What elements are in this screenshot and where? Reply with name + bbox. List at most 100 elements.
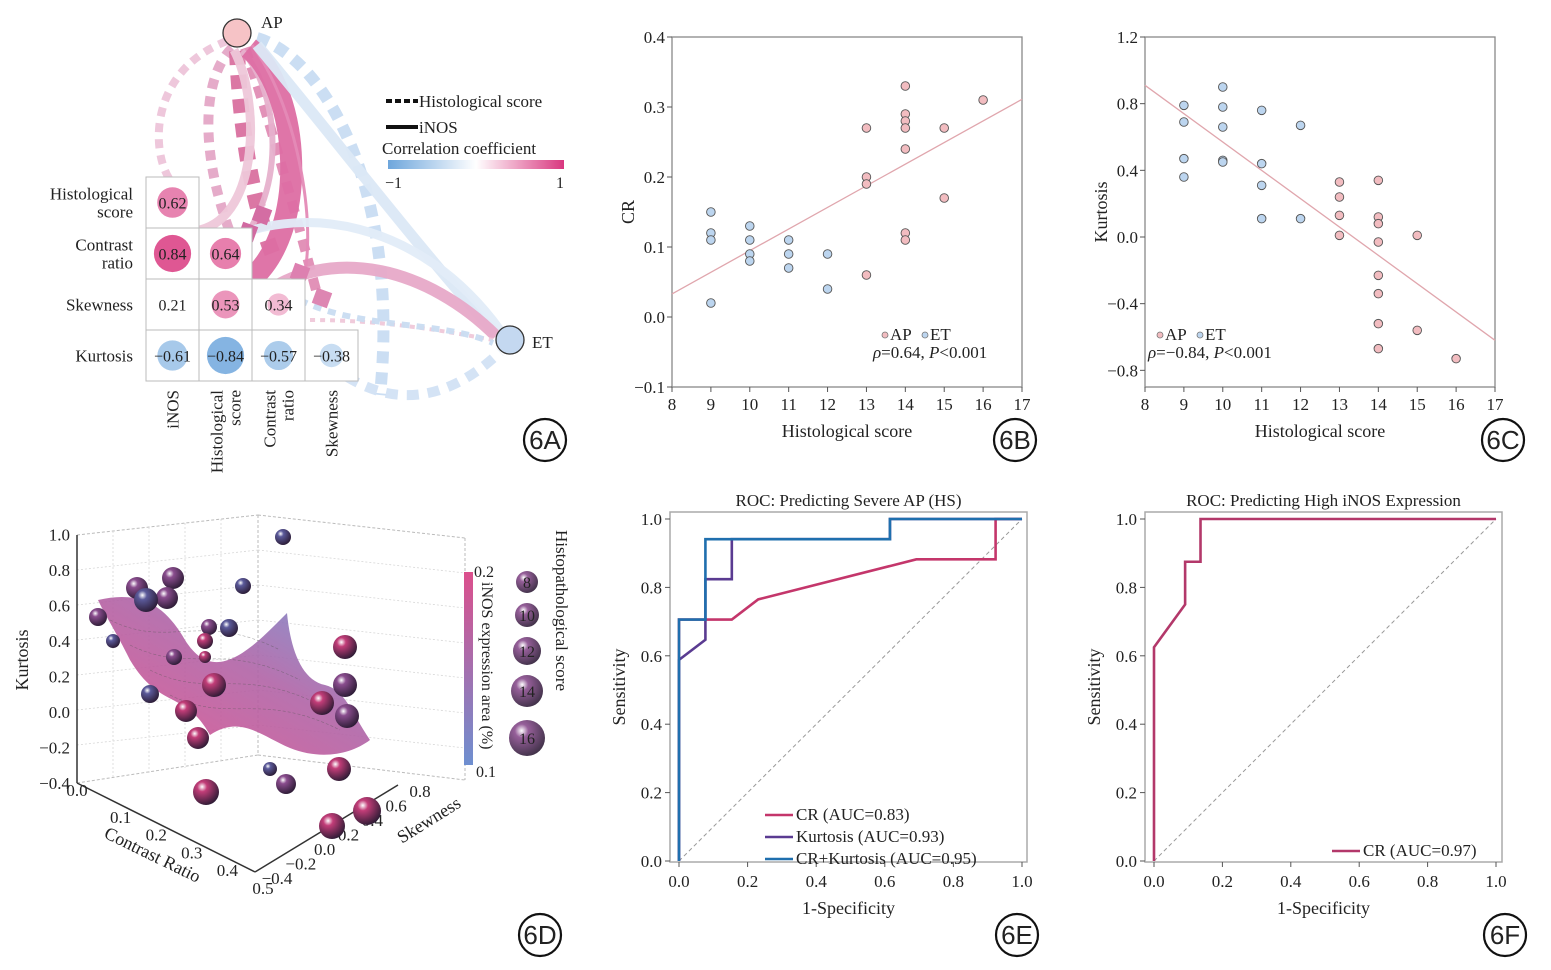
legend: Histological score iNOS Correlation coeffi… — [382, 92, 564, 192]
x-tick-label: 11 — [1253, 395, 1269, 414]
kurtosis-scatter-chart: 8 9 10 11 12 13 14 15 16 17 −0.8 −0.4 0.0 0.4 0.8 1.2 Hi… — [1091, 28, 1526, 463]
histological-score-edge — [309, 318, 494, 342]
matrix-circle — [211, 290, 240, 319]
row-label-line: ratio — [102, 254, 133, 273]
column-label: Histologicalscore — [208, 390, 245, 473]
x-tick-label: 0.5 — [252, 879, 273, 898]
data-point-et — [1179, 117, 1189, 127]
data-sphere — [319, 813, 345, 839]
legend-label: CR+Kurtosis (AUC=0.95) — [796, 849, 977, 868]
matrix-circle — [157, 340, 188, 371]
column-label-line: ratio — [279, 390, 298, 421]
panel-badge-circle — [522, 417, 568, 463]
data-sphere — [220, 619, 238, 637]
x-tick-label: 16 — [1448, 395, 1465, 414]
correlation-matrix: 0.62 0.84 0.64 0.21 0.53 0.34 −0.61 −0.84 −0.57−… — [145, 176, 359, 382]
data-sphere — [197, 633, 213, 649]
y-tick-label: 1.2 — [1117, 28, 1138, 47]
node-ap-label: AP — [261, 13, 283, 32]
column-label-line: Contrast — [261, 390, 280, 448]
data-point-ap — [900, 123, 911, 133]
legend-et-marker — [921, 331, 929, 339]
y-tick-label: 0.0 — [1116, 852, 1137, 871]
panel-6a: AP ET 0.62 0.84 0.64 0.21 0.53 0.34 −0.61 −0.84 −0… — [0, 0, 600, 480]
y-tick-label: 0.4 — [641, 715, 663, 734]
matrix-circle — [206, 336, 245, 375]
x-tick-label: 14 — [1370, 395, 1388, 414]
data-point-ap — [1412, 325, 1422, 336]
plot-frame — [669, 511, 1028, 863]
x-tick-label: 15 — [1409, 395, 1426, 414]
size-legend-label: 10 — [519, 608, 535, 625]
data-point-et — [783, 235, 794, 245]
panel-badge-label: 6A — [529, 425, 561, 455]
y-tick-label: 0.4 — [1116, 715, 1138, 734]
chart-title: ROC: Predicting High iNOS Expression — [1186, 491, 1461, 510]
data-point-ap — [1373, 175, 1384, 186]
matrix-value: 0.84 — [159, 247, 187, 264]
x-tick-label: 14 — [897, 395, 915, 414]
matrix-value: −0.57 — [260, 349, 297, 366]
data-sphere — [134, 588, 158, 612]
x-tick-label: 0.0 — [1143, 872, 1164, 891]
row-label: Contrast ratio — [75, 236, 133, 273]
x-tick-label: 0.0 — [66, 781, 87, 800]
panel-6d: −0.4 −0.2 0.0 0.2 0.4 0.6 0.8 1.0 0.0 0.1 0.2 0.3 0.… — [0, 480, 600, 965]
x-tick-label: 1.0 — [1011, 872, 1032, 891]
legend-ap-marker — [1156, 331, 1164, 339]
x-tick-label: 13 — [1331, 395, 1348, 414]
stat-p-label: P — [1213, 343, 1224, 362]
legend-label: CR (AUC=0.97) — [1363, 841, 1476, 860]
row-label-line: Skewness — [66, 296, 133, 315]
matrix-circle — [267, 293, 290, 316]
row-label-line: Kurtosis — [75, 347, 133, 366]
stat-rho-value: =−0.84, — [1156, 343, 1213, 362]
data-sphere — [310, 691, 334, 715]
y-axis-label: Sensitivity — [1084, 648, 1104, 725]
data-sphere — [141, 685, 159, 703]
x-axis-label: 1-Specificity — [802, 898, 895, 918]
matrix-circle — [263, 340, 294, 371]
row-label-line: Contrast — [75, 236, 133, 255]
panel-badge-label: 6E — [1001, 920, 1033, 950]
matrix-value: 0.64 — [212, 247, 240, 264]
data-point-ap — [1373, 270, 1384, 281]
colorbar — [388, 160, 564, 169]
data-sphere — [276, 774, 296, 794]
colorbar-min-label: −1 — [385, 175, 402, 192]
inos-edge — [198, 47, 255, 235]
correlation-network-chart: AP ET 0.62 0.84 0.64 0.21 0.53 0.34 −0.61 −0.84 −0… — [50, 13, 568, 473]
x-tick-label: 9 — [1180, 395, 1189, 414]
panel-badge-circle — [992, 417, 1038, 463]
grid-line — [76, 549, 259, 571]
x-tick-label: 11 — [780, 395, 796, 414]
z-tick-label: 1.0 — [49, 526, 70, 545]
panel-6b: 8 9 10 11 12 13 14 15 16 17 −0.1 0.0 0.1 0.2 0.3 0.4 His… — [600, 0, 1060, 470]
data-point-ap — [939, 193, 949, 203]
data-point-ap — [861, 179, 872, 189]
data-point-ap — [900, 235, 911, 245]
panel-badge-label: 6F — [1490, 920, 1520, 950]
data-point-et — [1256, 180, 1267, 191]
data-sphere — [263, 762, 277, 776]
matrix-circle — [319, 343, 344, 368]
y-tick-label: 0.4 — [1117, 161, 1139, 180]
data-point-et — [745, 235, 755, 245]
x-tick-label: 0.4 — [1280, 872, 1302, 891]
chart-title: ROC: Predicting Severe AP (HS) — [735, 491, 961, 510]
panel-6e: ROC: Predicting Severe AP (HS) 0.0 0.2 0.4 0… — [600, 480, 1060, 965]
stat-rho-symbol: ρ — [872, 343, 881, 362]
y-tick-label: 0.6 — [386, 797, 407, 816]
panel-6c: 8 9 10 11 12 13 14 15 16 17 −0.8 −0.4 0.0 0.4 0.8 1.2 Hi… — [1070, 0, 1551, 470]
y-tick-label: 1.0 — [1116, 510, 1137, 529]
z-tick-label: −0.4 — [39, 774, 70, 793]
size-legend-title: Histopathological score — [552, 530, 571, 691]
z-tick-label: 0.2 — [49, 668, 70, 687]
x-axis — [76, 782, 256, 873]
x-tick-label: 0.2 — [737, 872, 758, 891]
x-tick-label: 13 — [858, 395, 875, 414]
y-tick-label: 0.3 — [644, 98, 665, 117]
y-tick-label: 0.8 — [1116, 578, 1137, 597]
size-legend-label: 16 — [519, 731, 535, 748]
data-point-et — [1295, 213, 1306, 224]
